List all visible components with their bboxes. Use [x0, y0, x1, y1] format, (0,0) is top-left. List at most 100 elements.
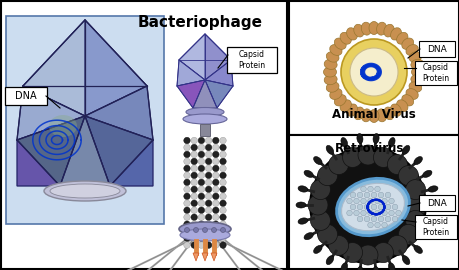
Ellipse shape — [44, 181, 126, 201]
Circle shape — [205, 179, 212, 185]
Circle shape — [219, 151, 226, 158]
Circle shape — [198, 200, 204, 207]
Polygon shape — [177, 80, 205, 108]
Circle shape — [360, 198, 365, 204]
Circle shape — [190, 172, 197, 179]
Ellipse shape — [396, 100, 407, 112]
Ellipse shape — [313, 245, 321, 254]
Circle shape — [386, 154, 407, 174]
Circle shape — [183, 242, 190, 248]
Circle shape — [349, 204, 355, 210]
Circle shape — [374, 186, 380, 192]
Ellipse shape — [179, 229, 230, 241]
Ellipse shape — [402, 256, 409, 265]
Circle shape — [183, 214, 190, 221]
Circle shape — [373, 147, 392, 167]
Circle shape — [205, 151, 212, 158]
Circle shape — [395, 210, 400, 216]
Ellipse shape — [341, 183, 403, 231]
Circle shape — [205, 172, 212, 179]
Ellipse shape — [356, 133, 362, 143]
Ellipse shape — [376, 22, 386, 35]
Circle shape — [198, 228, 204, 234]
Ellipse shape — [405, 89, 417, 99]
Ellipse shape — [295, 202, 305, 208]
Circle shape — [205, 242, 212, 248]
Circle shape — [353, 210, 358, 216]
Circle shape — [212, 214, 218, 221]
Circle shape — [212, 158, 218, 165]
Ellipse shape — [422, 233, 431, 240]
Circle shape — [183, 207, 190, 214]
Circle shape — [397, 224, 418, 244]
Circle shape — [342, 147, 362, 167]
Ellipse shape — [303, 170, 313, 177]
Ellipse shape — [410, 59, 423, 69]
Bar — [1, 1, 286, 269]
Polygon shape — [179, 34, 205, 80]
Circle shape — [340, 39, 406, 105]
Polygon shape — [193, 80, 217, 108]
Circle shape — [205, 158, 212, 165]
Ellipse shape — [334, 38, 346, 49]
Circle shape — [388, 198, 393, 204]
FancyBboxPatch shape — [414, 215, 456, 239]
Ellipse shape — [372, 266, 378, 270]
Ellipse shape — [183, 114, 226, 124]
FancyBboxPatch shape — [414, 61, 456, 85]
FancyBboxPatch shape — [226, 47, 276, 73]
Ellipse shape — [372, 133, 378, 143]
Circle shape — [198, 207, 204, 214]
Circle shape — [377, 192, 383, 198]
Circle shape — [357, 204, 362, 210]
Ellipse shape — [356, 266, 362, 270]
Circle shape — [205, 186, 212, 193]
Circle shape — [374, 198, 380, 204]
Circle shape — [384, 216, 390, 222]
Circle shape — [357, 192, 362, 198]
Circle shape — [346, 198, 352, 204]
Circle shape — [219, 242, 226, 248]
Polygon shape — [85, 116, 153, 186]
FancyBboxPatch shape — [418, 195, 454, 211]
Circle shape — [212, 179, 218, 185]
FancyBboxPatch shape — [5, 87, 47, 105]
Circle shape — [219, 137, 226, 144]
Circle shape — [405, 180, 425, 200]
Text: Capsid
Protein: Capsid Protein — [421, 63, 448, 83]
Polygon shape — [211, 253, 217, 261]
Circle shape — [205, 193, 212, 200]
Ellipse shape — [408, 52, 421, 62]
Circle shape — [212, 221, 218, 227]
Ellipse shape — [340, 263, 347, 270]
Circle shape — [388, 210, 393, 216]
Ellipse shape — [340, 137, 347, 147]
Circle shape — [190, 214, 197, 221]
Circle shape — [360, 186, 365, 192]
Circle shape — [190, 158, 197, 165]
Circle shape — [183, 235, 190, 241]
Circle shape — [190, 137, 197, 144]
Circle shape — [219, 193, 226, 200]
Circle shape — [205, 214, 212, 221]
Ellipse shape — [383, 107, 393, 120]
Circle shape — [310, 210, 330, 231]
Polygon shape — [17, 86, 85, 140]
Ellipse shape — [179, 222, 230, 236]
Circle shape — [317, 166, 337, 185]
Circle shape — [386, 235, 407, 255]
Bar — [200, 124, 210, 136]
Ellipse shape — [427, 218, 437, 224]
Circle shape — [353, 198, 358, 204]
Ellipse shape — [368, 22, 378, 35]
Polygon shape — [17, 116, 85, 186]
Circle shape — [364, 192, 369, 198]
Circle shape — [370, 216, 376, 222]
Text: Bacteriophage: Bacteriophage — [137, 15, 262, 30]
Circle shape — [219, 235, 226, 241]
Ellipse shape — [339, 100, 351, 112]
Circle shape — [190, 144, 197, 151]
Circle shape — [183, 186, 190, 193]
Circle shape — [219, 207, 226, 214]
Polygon shape — [202, 253, 207, 261]
